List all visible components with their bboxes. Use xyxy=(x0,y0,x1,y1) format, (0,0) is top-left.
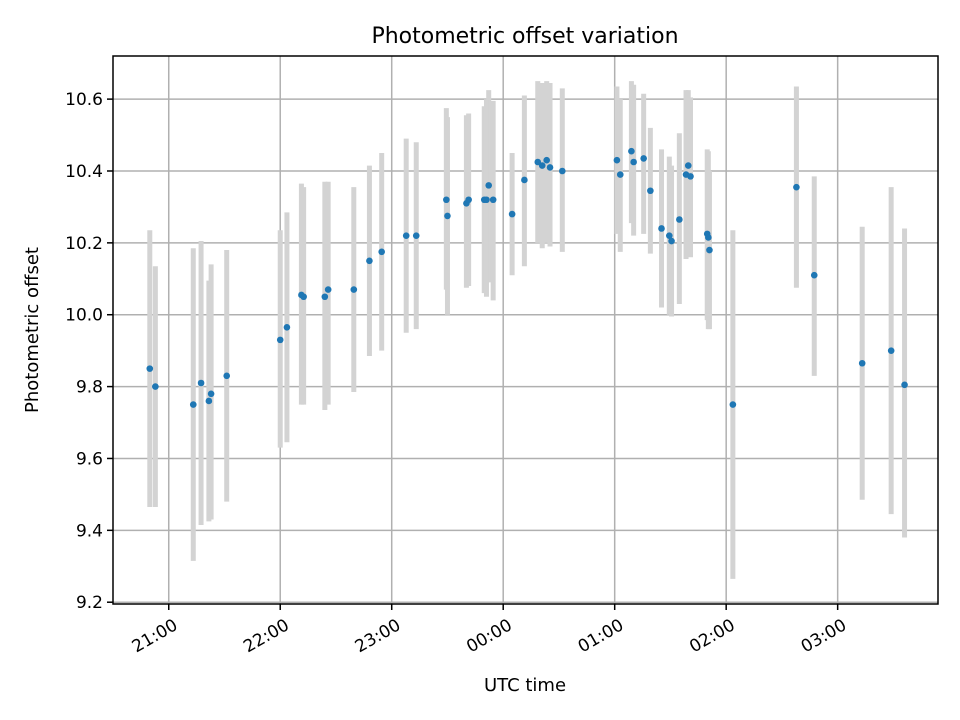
data-point xyxy=(613,156,621,164)
data-point xyxy=(616,171,624,178)
data-point xyxy=(729,401,737,408)
data-point xyxy=(444,212,451,220)
x-tick-label: 23:00 xyxy=(352,615,404,657)
data-point xyxy=(443,196,450,204)
data-point xyxy=(146,365,154,372)
data-point xyxy=(810,271,818,279)
y-axis: 9.2 9.4 9.6 9.8 10.0 10.2 10.4 10.6 xyxy=(65,90,113,613)
data-point xyxy=(402,232,410,239)
data-point xyxy=(521,176,528,184)
data-point xyxy=(668,237,675,245)
data-point xyxy=(705,234,712,241)
data-point xyxy=(483,196,490,204)
data-point xyxy=(223,372,231,380)
x-tick-label: 22:00 xyxy=(240,615,292,657)
data-point xyxy=(300,293,307,301)
data-point xyxy=(366,257,373,265)
data-point xyxy=(534,158,542,166)
data-point xyxy=(465,196,472,204)
data-point xyxy=(205,397,213,405)
data-points xyxy=(146,147,908,408)
y-tick-label: 10.0 xyxy=(65,306,103,326)
data-point xyxy=(321,293,329,301)
y-tick-label: 10.6 xyxy=(65,90,103,110)
data-point xyxy=(887,347,895,354)
data-point xyxy=(684,162,692,169)
data-point xyxy=(207,390,215,398)
data-point xyxy=(706,246,713,254)
data-point xyxy=(189,401,197,408)
data-point xyxy=(324,286,332,293)
data-point xyxy=(858,359,866,367)
x-axis-label: UTC time xyxy=(484,675,566,696)
data-point xyxy=(687,173,694,180)
y-axis-label: Photometric offset xyxy=(22,247,43,413)
y-tick-label: 9.2 xyxy=(76,593,103,613)
error-bars xyxy=(147,81,908,579)
data-point xyxy=(543,156,550,164)
x-tick-label: 02:00 xyxy=(686,615,738,657)
data-point xyxy=(640,155,647,162)
data-point xyxy=(412,232,420,239)
y-tick-label: 10.2 xyxy=(65,234,103,254)
data-point xyxy=(630,158,637,166)
data-point xyxy=(508,210,516,218)
data-point xyxy=(485,182,493,189)
plot-frame xyxy=(112,55,939,605)
data-point xyxy=(489,196,497,204)
data-point xyxy=(378,248,385,256)
x-tick-label: 01:00 xyxy=(575,615,627,657)
data-point xyxy=(546,164,554,171)
data-point xyxy=(666,232,673,239)
data-point xyxy=(647,187,654,195)
data-point xyxy=(628,147,635,155)
data-point xyxy=(676,216,683,223)
y-tick-label: 9.4 xyxy=(76,521,103,541)
y-tick-label: 9.6 xyxy=(76,449,103,469)
data-point xyxy=(901,381,908,389)
data-point xyxy=(283,324,291,331)
x-tick-label: 00:00 xyxy=(463,615,515,657)
data-point xyxy=(538,162,546,169)
y-tick-label: 10.4 xyxy=(65,162,103,182)
x-tick-label: 03:00 xyxy=(798,615,850,657)
data-point xyxy=(558,167,566,175)
y-tick-label: 9.8 xyxy=(76,378,103,398)
chart-title: Photometric offset variation xyxy=(371,24,678,49)
data-point xyxy=(276,336,284,344)
data-point xyxy=(152,383,159,390)
x-axis: 21:00 22:00 23:00 00:00 01:00 02:00 03:00 xyxy=(129,604,850,657)
data-point xyxy=(197,379,205,387)
data-point xyxy=(350,286,358,293)
data-point xyxy=(658,225,665,232)
data-point xyxy=(793,183,800,191)
x-tick-label: 21:00 xyxy=(129,615,181,657)
